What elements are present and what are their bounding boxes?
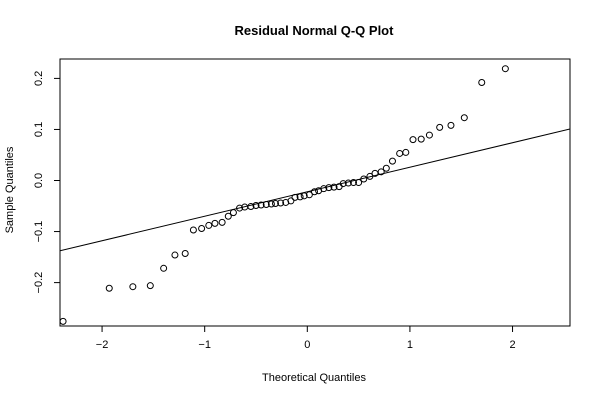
qq-point — [478, 78, 486, 86]
qq-point — [447, 121, 455, 129]
qq-point — [349, 179, 357, 187]
qq-point — [371, 169, 379, 177]
y-tick-label: 0.0 — [33, 173, 45, 188]
qq-point — [382, 164, 390, 172]
qq-point — [146, 282, 154, 290]
plot-frame — [59, 58, 571, 327]
qq-point — [344, 179, 352, 187]
qq-point — [129, 283, 137, 291]
qq-point — [425, 131, 433, 139]
qq-point — [218, 218, 226, 226]
qq-point — [325, 184, 333, 192]
qq-point — [501, 65, 509, 73]
qq-point — [339, 180, 347, 188]
y-tick-label: −0.2 — [33, 272, 45, 294]
qq-point — [409, 136, 417, 144]
qq-point — [360, 175, 368, 183]
qq-point — [257, 201, 265, 209]
qq-point — [236, 204, 244, 212]
qq-point — [271, 199, 279, 207]
qq-point — [396, 149, 404, 157]
x-axis-title: Theoretical Quantiles — [262, 372, 366, 384]
y-axis-title: Sample Quantiles — [4, 146, 16, 233]
x-tick-label: 1 — [407, 339, 413, 351]
qq-point — [229, 209, 237, 217]
plot-area: −2 −1 0 1 2 −0.2 −0.1 0.0 0.1 0.2 — [33, 58, 571, 351]
qq-point — [224, 212, 232, 220]
chart-title: Residual Normal Q-Q Plot — [235, 23, 395, 38]
qq-point — [296, 193, 304, 201]
qq-point — [267, 200, 275, 208]
qq-point — [247, 203, 255, 211]
qq-point — [160, 264, 168, 272]
qq-point — [460, 114, 468, 122]
qq-point — [388, 157, 396, 165]
x-tick-label: 0 — [304, 339, 310, 351]
qq-point — [417, 135, 425, 143]
qq-point — [402, 148, 410, 156]
qq-point — [300, 192, 308, 200]
qq-point — [189, 226, 197, 234]
qq-point — [181, 250, 189, 258]
qq-point — [59, 317, 67, 325]
y-tick-label: −0.1 — [33, 221, 45, 243]
qq-point — [211, 219, 219, 227]
qq-point — [262, 200, 270, 208]
qq-reference-line — [60, 128, 570, 252]
qq-point — [171, 251, 179, 259]
qq-point — [305, 191, 313, 199]
qq-point — [436, 123, 444, 131]
qq-point — [377, 168, 385, 176]
qq-point — [310, 188, 318, 196]
y-tick-label: 0.2 — [33, 71, 45, 86]
qq-point — [291, 193, 299, 201]
y-tick-label: 0.1 — [33, 122, 45, 137]
x-tick-label: −2 — [96, 339, 109, 351]
qq-point — [277, 199, 285, 207]
x-tick-label: 2 — [509, 339, 515, 351]
qq-point — [252, 202, 260, 210]
qq-point — [320, 185, 328, 193]
qq-point — [105, 284, 113, 292]
qq-point — [355, 179, 363, 187]
qq-point — [198, 224, 206, 232]
qq-point — [366, 172, 374, 180]
qq-point — [205, 221, 213, 229]
qq-point — [287, 197, 295, 205]
qq-point — [282, 198, 290, 206]
qq-point — [330, 183, 338, 191]
x-tick-label: −1 — [198, 339, 211, 351]
